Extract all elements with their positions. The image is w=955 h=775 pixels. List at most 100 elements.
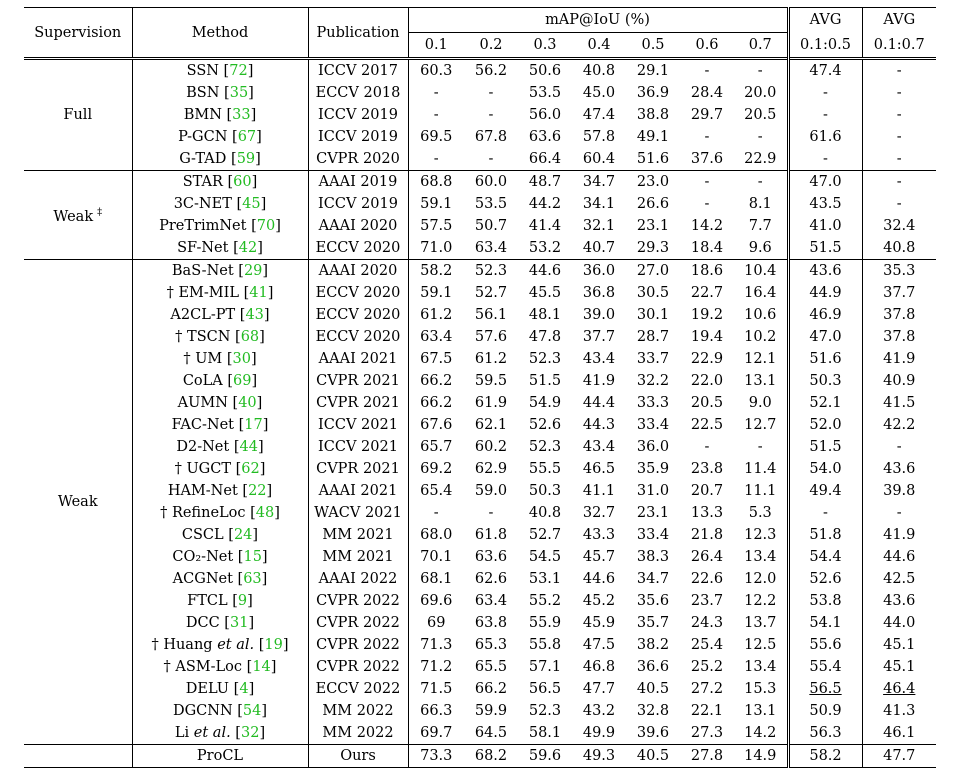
method-cell: P-GCN [67] bbox=[131, 126, 308, 148]
avg1-text: - bbox=[823, 85, 828, 101]
map-value: 50.3 bbox=[528, 483, 562, 499]
map-value: 31.0 bbox=[636, 483, 670, 499]
citation-link[interactable]: 31 bbox=[229, 615, 249, 631]
avg1-value: 49.4 bbox=[786, 480, 862, 502]
table-row: HAM-Net [22] AAAI 2021 65.4 59.0 50.3 41.1 31.… bbox=[24, 480, 936, 502]
map-value: 56.0 bbox=[528, 107, 562, 123]
map-value: 34.7 bbox=[572, 170, 626, 193]
citation-link[interactable]: 70 bbox=[256, 218, 276, 234]
method-name: Li bbox=[174, 725, 190, 741]
avg1-value: 47.0 bbox=[786, 326, 862, 348]
publication-cell: ECCV 2020 bbox=[307, 282, 408, 304]
citation-link[interactable]: 41 bbox=[249, 285, 268, 301]
citation-link[interactable]: 72 bbox=[229, 63, 248, 79]
publication-cell: MM 2022 bbox=[307, 700, 408, 722]
map-value: 13.1 bbox=[744, 703, 777, 719]
citation-link[interactable]: 42 bbox=[238, 240, 258, 256]
map-value: 68.0 bbox=[407, 524, 464, 546]
ours-map-value: 49.3 bbox=[572, 744, 626, 768]
map-value: 69.2 bbox=[407, 458, 464, 480]
table-row: A2CL-PT [43] ECCV 2020 61.2 56.1 48.1 39.0 30.… bbox=[24, 304, 936, 326]
publication-cell: ECCV 2020 bbox=[307, 237, 408, 260]
map-value: 23.0 bbox=[626, 170, 680, 193]
dagger-mark: † bbox=[163, 659, 176, 675]
map-value: - bbox=[680, 57, 734, 82]
map-value: 57.6 bbox=[474, 329, 508, 345]
method-name: G-TAD bbox=[179, 151, 227, 167]
method-name: SSN bbox=[186, 63, 219, 79]
map-value: 36.8 bbox=[582, 285, 616, 301]
avg2-text: 39.8 bbox=[883, 483, 916, 499]
map-value: 68.1 bbox=[407, 568, 464, 590]
map-value: 61.9 bbox=[474, 395, 508, 411]
citation-link[interactable]: 9 bbox=[237, 593, 248, 609]
citation-link[interactable]: 14 bbox=[252, 659, 271, 675]
citation-link[interactable]: 59 bbox=[236, 151, 256, 167]
citation-link[interactable]: 35 bbox=[229, 85, 249, 101]
map-value: 62.1 bbox=[474, 417, 508, 433]
citation-link[interactable]: 44 bbox=[239, 439, 258, 455]
map-value: 11.4 bbox=[744, 461, 777, 477]
citation-link[interactable]: 69 bbox=[233, 373, 252, 389]
citation-link[interactable]: 17 bbox=[244, 417, 263, 433]
map-value: 63.6 bbox=[528, 129, 562, 145]
citation-link[interactable]: 45 bbox=[242, 196, 261, 212]
citation-link[interactable]: 62 bbox=[241, 461, 260, 477]
citation-link[interactable]: 63 bbox=[243, 571, 262, 587]
table-row: Full SSN [72] ICCV 2017 60.3 56.2 50.6 40.8 29.… bbox=[24, 57, 936, 171]
map-value: 47.5 bbox=[582, 637, 616, 653]
citation-link[interactable]: 24 bbox=[233, 527, 253, 543]
citation-link[interactable]: 40 bbox=[238, 395, 257, 411]
citation-link[interactable]: 15 bbox=[243, 549, 262, 565]
method-cell: FAC-Net [17] bbox=[131, 414, 308, 436]
map-value: 5.3 bbox=[748, 505, 772, 521]
method-name: PreTrimNet bbox=[159, 218, 247, 234]
dagger-mark: † bbox=[166, 285, 179, 301]
map-value: 69.7 bbox=[407, 722, 464, 745]
table-row: BMN [33] ICCV 2019- -56.0 47.4 38.8 29.7 20.5-… bbox=[24, 104, 936, 126]
citation-link[interactable]: 32 bbox=[240, 725, 260, 741]
avg2-value: 39.8 bbox=[861, 480, 936, 502]
map-value: 20.5 bbox=[744, 107, 777, 123]
avg1-text: 41.0 bbox=[809, 218, 842, 234]
avg1-value: 51.5 bbox=[786, 436, 862, 458]
map-value: 57.1 bbox=[528, 659, 562, 675]
avg2-text: - bbox=[896, 85, 902, 101]
map-value: 36.0 bbox=[636, 439, 670, 455]
avg2-value: 43.6 bbox=[861, 590, 936, 612]
table-row: Weak ‡ STAR [60] AAAI 2019 68.8 60.0 48.7 34.7 2… bbox=[24, 170, 936, 260]
header-method: Method bbox=[131, 7, 308, 59]
table-row: † Huang et al. [19] CVPR 2022 71.3 65.3 55.8… bbox=[24, 634, 936, 656]
method-name: BMN bbox=[183, 107, 222, 123]
table-row: ACGNet [63] AAAI 2022 68.1 62.6 53.1 44.6 34.7… bbox=[24, 568, 936, 590]
header-threshold: 0.3 bbox=[518, 32, 572, 59]
avg1-value: 52.6 bbox=[786, 568, 862, 590]
method-name: HAM-Net bbox=[167, 483, 238, 499]
map-value: 13.1 bbox=[744, 373, 777, 389]
citation-link[interactable]: 29 bbox=[243, 263, 263, 279]
citation-link[interactable]: 67 bbox=[237, 129, 257, 145]
publication-cell: CVPR 2022 bbox=[307, 590, 408, 612]
avg1-value: 43.6 bbox=[786, 259, 862, 282]
method-cell: † UGCT [62] bbox=[131, 458, 308, 480]
citation-link[interactable]: 68 bbox=[240, 329, 260, 345]
citation-link[interactable]: 43 bbox=[245, 307, 264, 323]
map-value: 60.3 bbox=[407, 57, 464, 82]
map-value: 43.4 bbox=[582, 351, 616, 367]
citation-link[interactable]: 30 bbox=[232, 351, 251, 367]
avg2-value: 46.1 bbox=[861, 722, 936, 745]
citation-link[interactable]: 60 bbox=[233, 174, 252, 190]
avg1-value: 61.6 bbox=[786, 126, 862, 148]
citation-link[interactable]: 4 bbox=[239, 681, 249, 697]
method-cell: D2-Net [44] bbox=[131, 436, 308, 458]
citation-link[interactable]: 22 bbox=[248, 483, 267, 499]
citation-link[interactable]: 33 bbox=[232, 107, 251, 123]
map-value: 13.7 bbox=[744, 615, 777, 631]
citation-link[interactable]: 54 bbox=[242, 703, 262, 719]
method-name: D2-Net bbox=[176, 439, 230, 455]
method-name: A2CL-PT bbox=[170, 307, 236, 323]
avg1-value: 51.8 bbox=[786, 524, 862, 546]
citation-link[interactable]: 48 bbox=[255, 505, 275, 521]
citation-link[interactable]: 19 bbox=[264, 637, 283, 653]
map-value: - bbox=[488, 151, 494, 167]
